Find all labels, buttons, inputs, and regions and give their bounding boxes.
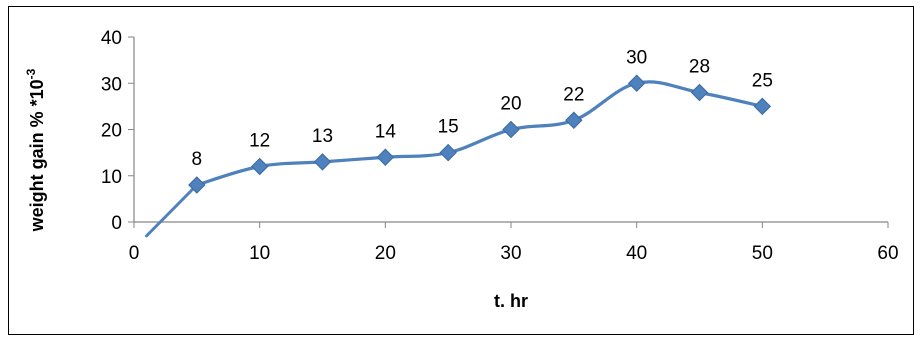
y-axis-title-exponent: -3 [24, 68, 38, 79]
x-tick-label: 30 [500, 243, 521, 264]
x-tick-label: 40 [626, 243, 647, 264]
data-label: 13 [312, 126, 333, 147]
data-point-marker [250, 157, 269, 176]
y-tick-label: 40 [101, 28, 122, 49]
y-tick-labels: 0 10 20 30 40 [101, 28, 122, 234]
data-point-marker [753, 97, 772, 116]
x-tick-label: 50 [752, 243, 773, 264]
data-point-marker [188, 176, 206, 194]
x-tick-label: 10 [249, 243, 270, 264]
y-tick-label: 20 [101, 121, 122, 142]
x-tick-label: 60 [877, 243, 898, 264]
data-label: 8 [192, 149, 203, 170]
series-group [145, 74, 772, 238]
data-label: 25 [752, 70, 773, 91]
data-label: 12 [249, 131, 270, 152]
data-label: 22 [563, 84, 584, 105]
data-label: 30 [626, 47, 647, 68]
x-axis-title: t. hr [494, 291, 528, 311]
data-point-marker [313, 153, 332, 171]
data-label: 14 [375, 121, 397, 142]
data-point-marker [502, 120, 520, 139]
y-axis-title-text: weight gain % *10 [27, 79, 47, 232]
data-label: 20 [500, 94, 521, 115]
axes [128, 36, 889, 228]
data-point-marker [627, 74, 646, 92]
data-labels: 8 12 13 14 15 20 22 30 28 25 [192, 47, 773, 170]
series-lead-segment [145, 183, 199, 238]
data-point-marker [376, 148, 395, 166]
data-label: 28 [689, 57, 710, 78]
y-tick-label: 30 [101, 74, 122, 95]
x-tick-labels: 0 10 20 30 40 50 60 [129, 243, 899, 264]
y-tick-label: 10 [101, 167, 122, 188]
x-tick-label: 20 [375, 243, 396, 264]
data-label: 15 [438, 117, 459, 138]
data-point-marker [439, 143, 457, 162]
y-tick-label: 0 [111, 213, 122, 234]
series-line [196, 80, 763, 187]
y-axis-title: weight gain % *10-3 [24, 68, 47, 232]
data-point-marker [690, 83, 709, 102]
chart-frame [8, 6, 914, 335]
data-point-marker [565, 111, 583, 129]
x-tick-label: 0 [129, 243, 140, 264]
